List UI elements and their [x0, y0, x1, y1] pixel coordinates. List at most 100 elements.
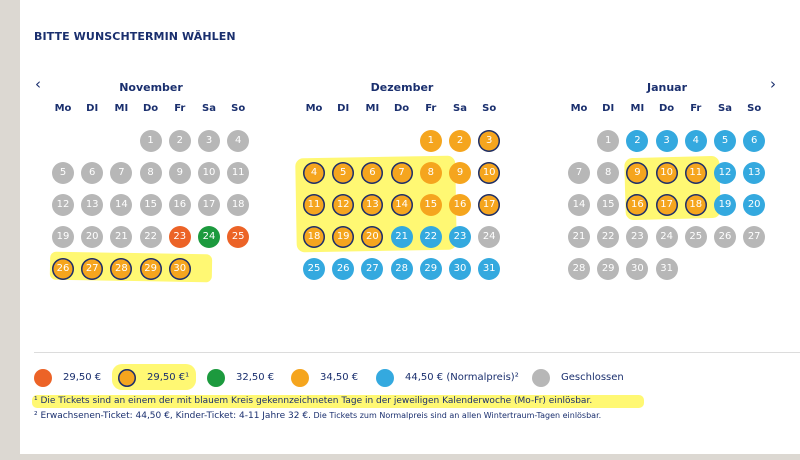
legend-swatch	[376, 369, 394, 387]
weekday-label: Fr	[425, 103, 437, 114]
calendar-day[interactable]: 6	[361, 162, 384, 184]
calendar-day[interactable]: 18	[684, 194, 707, 216]
calendar-day: 10	[198, 162, 220, 184]
calendar-day[interactable]: 3	[478, 130, 501, 152]
calendar-day[interactable]: 30	[168, 258, 191, 280]
calendar-day: 6	[81, 162, 104, 184]
calendar-day[interactable]: 1	[419, 130, 442, 152]
calendar-day[interactable]: 25	[227, 226, 250, 248]
next-month-button[interactable]: ›	[770, 75, 776, 93]
calendar-day[interactable]: 10	[655, 162, 678, 184]
legend-swatch	[291, 369, 309, 387]
page-title: BITTE WUNSCHTERMIN WÄHLEN	[34, 30, 236, 43]
prev-month-button[interactable]: ‹	[35, 75, 41, 93]
weekday-label: Fr	[174, 103, 186, 114]
calendar-day[interactable]: 27	[81, 258, 104, 280]
calendar-day: 21	[568, 226, 590, 248]
calendar-day[interactable]: 11	[303, 194, 325, 216]
weekday-label: DI	[602, 103, 615, 114]
calendar-day: 15	[139, 194, 162, 216]
weekday-label: So	[747, 103, 762, 114]
calendar-day[interactable]: 26	[52, 258, 74, 280]
calendar-day: 8	[139, 162, 162, 184]
calendar-day[interactable]: 22	[419, 226, 442, 248]
calendar-day[interactable]: 13	[361, 194, 384, 216]
calendar-day[interactable]: 6	[743, 130, 766, 152]
calendar-day: 5	[52, 162, 74, 184]
calendar-day[interactable]: 4	[684, 130, 707, 152]
calendar-day: 16	[168, 194, 191, 216]
calendar-day: 28	[568, 258, 590, 280]
calendar-day: 23	[626, 226, 649, 248]
calendar-day[interactable]: 9	[449, 162, 471, 184]
calendar-day[interactable]: 20	[361, 226, 384, 248]
calendar-day[interactable]: 13	[743, 162, 766, 184]
calendar-day[interactable]: 20	[743, 194, 766, 216]
calendar-day[interactable]: 12	[332, 194, 355, 216]
weekday-label: Fr	[690, 103, 702, 114]
legend-label: 29,50 €	[63, 372, 102, 383]
calendar-day[interactable]: 5	[714, 130, 736, 152]
calendar-day[interactable]: 26	[332, 258, 355, 280]
month-title: Januar	[646, 81, 688, 94]
weekday-label: Sa	[453, 103, 467, 114]
calendar-day: 13	[81, 194, 104, 216]
calendar-day[interactable]: 16	[626, 194, 649, 216]
legend-swatch	[207, 369, 225, 387]
calendar-day[interactable]: 28	[110, 258, 133, 280]
weekday-label: So	[231, 103, 246, 114]
calendar-day[interactable]: 4	[303, 162, 325, 184]
weekday-label: MI	[114, 103, 129, 114]
weekday-label: Mo	[305, 103, 323, 114]
calendar-day: 27	[743, 226, 766, 248]
calendar-day[interactable]: 17	[655, 194, 678, 216]
calendar-day[interactable]: 29	[419, 258, 442, 280]
calendar-day[interactable]: 5	[332, 162, 355, 184]
calendar-day: 29	[597, 258, 620, 280]
calendar-day[interactable]: 12	[714, 162, 736, 184]
calendar-day: 30	[626, 258, 649, 280]
calendar-day[interactable]: 8	[419, 162, 442, 184]
calendar-day[interactable]: 2	[449, 130, 471, 152]
calendar-day[interactable]: 14	[390, 194, 413, 216]
footnote-2: ² Erwachsenen-Ticket: 44,50 €, Kinder-Ti…	[34, 411, 601, 421]
calendar-day: 31	[655, 258, 678, 280]
calendar-day[interactable]: 25	[303, 258, 325, 280]
calendar-day[interactable]: 9	[626, 162, 649, 184]
calendar-day[interactable]: 21	[390, 226, 413, 248]
calendar-day: 24	[478, 226, 501, 248]
calendar-day[interactable]: 23	[449, 226, 471, 248]
legend-label: 29,50 €¹	[147, 372, 190, 383]
calendar-day[interactable]: 23	[168, 226, 191, 248]
weekday-label: So	[482, 103, 497, 114]
calendar-day: 7	[568, 162, 590, 184]
calendar-day[interactable]: 10	[478, 162, 501, 184]
weekday-label: Mo	[54, 103, 72, 114]
calendar-day[interactable]: 19	[332, 226, 355, 248]
weekday-label: Sa	[202, 103, 216, 114]
calendar-day[interactable]: 29	[139, 258, 162, 280]
calendar-day[interactable]: 2	[626, 130, 649, 152]
calendar-day: 19	[52, 226, 74, 248]
calendar-day: 22	[597, 226, 620, 248]
calendar-day[interactable]: 28	[390, 258, 413, 280]
calendar-day[interactable]: 31	[478, 258, 501, 280]
calendar-day: 17	[198, 194, 220, 216]
calendar-day[interactable]: 15	[419, 194, 442, 216]
calendar-day[interactable]: 16	[449, 194, 471, 216]
calendar-day[interactable]: 27	[361, 258, 384, 280]
footnote-1: ¹ Die Tickets sind an einem der mit blau…	[34, 396, 593, 406]
calendar-day[interactable]: 11	[684, 162, 707, 184]
calendar-day[interactable]: 17	[478, 194, 501, 216]
calendar-day: 1	[597, 130, 620, 152]
calendar-day: 22	[139, 226, 162, 248]
calendar-day[interactable]: 30	[449, 258, 471, 280]
calendar-day[interactable]: 3	[655, 130, 678, 152]
calendar-day[interactable]: 19	[714, 194, 736, 216]
calendar-day: 18	[227, 194, 250, 216]
calendar-day[interactable]: 24	[198, 226, 220, 248]
calendar-day[interactable]: 7	[390, 162, 413, 184]
month-title: Dezember	[370, 81, 434, 94]
calendar-day[interactable]: 18	[303, 226, 325, 248]
calendar-day: 26	[714, 226, 736, 248]
